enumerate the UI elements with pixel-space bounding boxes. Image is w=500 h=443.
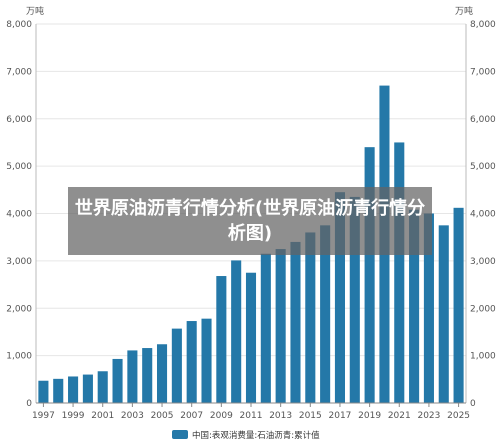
y-tick-label-left: 2,000 — [6, 304, 32, 314]
y-tick-label-right: 0 — [470, 399, 476, 409]
bar-2022[interactable] — [409, 209, 420, 403]
x-tick-label: 2001 — [91, 411, 114, 421]
bar-2021[interactable] — [394, 142, 405, 403]
bar-2025[interactable] — [453, 207, 464, 403]
bar-2010[interactable] — [231, 260, 242, 403]
y-unit-right: 万吨 — [455, 5, 473, 17]
bar-2003[interactable] — [127, 350, 138, 403]
y-tick-label-left: 8,000 — [6, 20, 32, 30]
y-tick-label-right: 3,000 — [470, 257, 496, 267]
x-tick-label: 2023 — [417, 411, 440, 421]
x-tick-label: 2011 — [240, 411, 263, 421]
x-tick-label: 2015 — [299, 411, 322, 421]
bar-2005[interactable] — [156, 344, 168, 403]
x-tick-label: 2021 — [388, 411, 411, 421]
x-tick-label: 1999 — [62, 411, 85, 421]
bar-2023[interactable] — [423, 213, 434, 404]
bar-2007[interactable] — [186, 321, 197, 403]
y-tick-label-right: 2,000 — [470, 304, 496, 314]
bars — [38, 85, 464, 404]
y-tick-label-left: 3,000 — [6, 257, 32, 267]
y-tick-label-right: 6,000 — [470, 115, 496, 125]
y-ticks-right: 0 1,000 2,000 3,000 4,000 5,000 6,000 7,000 8,00… — [470, 20, 496, 409]
x-tick-label: 2005 — [151, 411, 174, 421]
y-tick-label-right: 4,000 — [470, 210, 496, 220]
legend-label: 中国:表观消费量:石油沥青:累计值 — [192, 430, 320, 441]
bar-2001[interactable] — [97, 371, 108, 403]
legend[interactable]: 中国:表观消费量:石油沥青:累计值 — [172, 430, 320, 441]
x-tick-label: 2003 — [121, 411, 144, 421]
legend-swatch — [172, 430, 188, 439]
bar-2014[interactable] — [290, 241, 301, 403]
y-tick-label-left: 5,000 — [6, 162, 32, 172]
x-tick-label: 2009 — [210, 411, 233, 421]
y-ticks-left: 0 1,000 2,000 3,000 4,000 5,000 6,000 7,000 8,00… — [6, 20, 32, 409]
bar-2004[interactable] — [142, 348, 153, 403]
overlay-title: 世界原油沥青行情分析(世界原油沥青行情分析图) — [74, 198, 426, 244]
bar-2013[interactable] — [275, 249, 286, 403]
bar-1998[interactable] — [53, 378, 64, 403]
y-tick-label-right: 7,000 — [470, 67, 496, 77]
y-tick-label-right: 8,000 — [470, 20, 496, 30]
x-tick-label: 1997 — [32, 411, 55, 421]
x-tick-label: 2013 — [269, 411, 292, 421]
y-tick-label-left: 4,000 — [6, 210, 32, 220]
bar-2024[interactable] — [438, 225, 449, 403]
y-tick-label-left: 7,000 — [6, 67, 32, 77]
x-ticks: 1997 1999 2001 2003 2005 2007 2009 2011 2013 2015… — [32, 403, 470, 421]
bar-2015[interactable] — [305, 232, 316, 403]
y-tick-label-right: 5,000 — [470, 162, 496, 172]
bar-2002[interactable] — [112, 358, 123, 403]
bar-1997[interactable] — [38, 380, 49, 403]
bar-2008[interactable] — [201, 318, 212, 403]
title-overlay: 世界原油沥青行情分析(世界原油沥青行情分析图) — [68, 187, 432, 255]
bar-2000[interactable] — [82, 374, 93, 403]
bar-2009[interactable] — [216, 276, 227, 403]
bar-2016[interactable] — [320, 225, 331, 403]
y-tick-label-left: 1,000 — [6, 352, 32, 362]
x-tick-label: 2017 — [329, 411, 352, 421]
y-tick-label-right: 1,000 — [470, 352, 496, 362]
bar-2018[interactable] — [349, 196, 360, 403]
x-tick-label: 2019 — [358, 411, 381, 421]
bar-1999[interactable] — [68, 376, 79, 403]
y-tick-label-left: 6,000 — [6, 115, 32, 125]
bar-2017[interactable] — [334, 192, 345, 403]
bar-2012[interactable] — [260, 253, 271, 403]
bar-2006[interactable] — [171, 328, 182, 403]
bar-2011[interactable] — [245, 272, 257, 403]
y-unit-left: 万吨 — [26, 5, 44, 17]
y-tick-label-left: 0 — [26, 399, 32, 409]
x-tick-label: 2025 — [447, 411, 470, 421]
x-tick-label: 2007 — [180, 411, 203, 421]
bar-2019[interactable] — [364, 147, 375, 403]
